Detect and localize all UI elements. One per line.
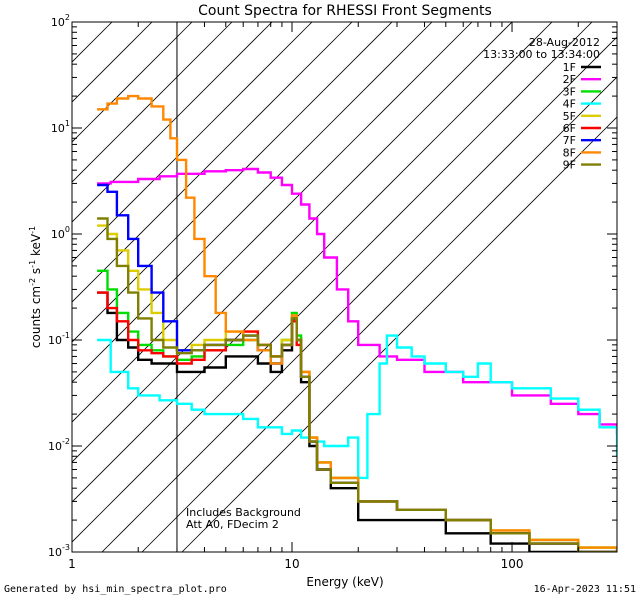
- y-tick-exponent: 1: [65, 119, 70, 128]
- footer-timestamp: 16-Apr-2023 11:51: [533, 584, 636, 595]
- y-tick-base: 10: [48, 546, 62, 559]
- x-tick-label: 1: [68, 557, 76, 571]
- hatch-line: [72, 22, 233, 183]
- hatch-line: [72, 22, 553, 503]
- y-tick-label: 100: [51, 225, 70, 241]
- axis-ticks: [71, 21, 618, 553]
- annotation-attenuator: Att A0, FDecim 2: [186, 518, 279, 531]
- y-label-part-2: s: [29, 268, 43, 278]
- plot-frame: [71, 21, 618, 553]
- hatch-line: [141, 76, 617, 552]
- y-tick-exponent: 2: [65, 13, 70, 22]
- legend-label-3f: 3F: [563, 85, 576, 98]
- legend-label-8f: 8F: [563, 146, 576, 159]
- series-line-4f: [97, 334, 617, 480]
- y-tick-label: 101: [51, 119, 70, 135]
- y-tick-label: 10-3: [48, 543, 70, 559]
- y-label-part-1: counts cm: [29, 286, 43, 348]
- hatch-line: [72, 22, 113, 63]
- legend-label-1f: 1F: [563, 61, 576, 74]
- y-tick-exponent: 0: [65, 225, 70, 234]
- x-tick-label: 100: [501, 557, 524, 571]
- y-tick-label: 102: [51, 13, 70, 29]
- legend-label-5f: 5F: [563, 110, 576, 123]
- x-axis-label: Energy (keV): [306, 575, 383, 589]
- hatch-line: [72, 22, 273, 223]
- y-tick-base: 10: [51, 122, 65, 135]
- hatch-line: [181, 116, 617, 552]
- y-label-exp-2: -1: [28, 260, 37, 268]
- chart-title: Count Spectra for RHESSI Front Segments: [198, 3, 492, 19]
- legend-label-6f: 6F: [563, 122, 576, 135]
- hatch-line: [72, 22, 593, 543]
- y-tick-exponent: -3: [62, 543, 70, 552]
- y-tick-base: 10: [48, 440, 62, 453]
- y-tick-exponent: -2: [62, 437, 70, 446]
- x-tick-labels: 1 10 100: [68, 557, 523, 571]
- hatch-line: [72, 22, 393, 343]
- y-axis-label: counts cm-2 s-1 keV-1: [28, 226, 43, 348]
- y-tick-base: 10: [51, 16, 65, 29]
- y-label-exp-1: -2: [28, 278, 37, 286]
- y-tick-label: 10-1: [48, 331, 70, 347]
- y-tick-label: 10-2: [48, 437, 70, 453]
- y-label-exp-3: -1: [28, 226, 37, 234]
- y-label-part-3: keV: [29, 233, 43, 260]
- legend-label-9f: 9F: [563, 159, 576, 172]
- x-tick-label: 10: [284, 557, 299, 571]
- series-line-1f: [97, 291, 617, 552]
- legend-label-7f: 7F: [563, 134, 576, 147]
- excluded-energy-hatch: [72, 22, 617, 552]
- series-lines: [97, 94, 617, 552]
- hatch-line: [72, 22, 513, 463]
- series-line-2f: [97, 167, 617, 434]
- hatch-line: [101, 36, 617, 552]
- hatch-line: [72, 22, 353, 303]
- hatch-line: [72, 22, 433, 383]
- footer-generated-by: Generated by hsi_min_spectra_plot.pro: [4, 584, 227, 595]
- y-tick-exponent: -1: [62, 331, 70, 340]
- legend-label-2f: 2F: [563, 73, 576, 86]
- hatch-line: [72, 22, 313, 263]
- chart-time-range: 13:33:00 to 13:34:00: [483, 48, 600, 61]
- hatch-line: [72, 22, 473, 423]
- series-line-9f: [97, 217, 617, 552]
- annotation-background: Includes Background: [186, 506, 301, 519]
- y-tick-base: 10: [48, 334, 62, 347]
- legend-label-4f: 4F: [563, 98, 576, 111]
- chart-date: 28-Aug-2012: [529, 36, 600, 49]
- y-tick-base: 10: [51, 228, 65, 241]
